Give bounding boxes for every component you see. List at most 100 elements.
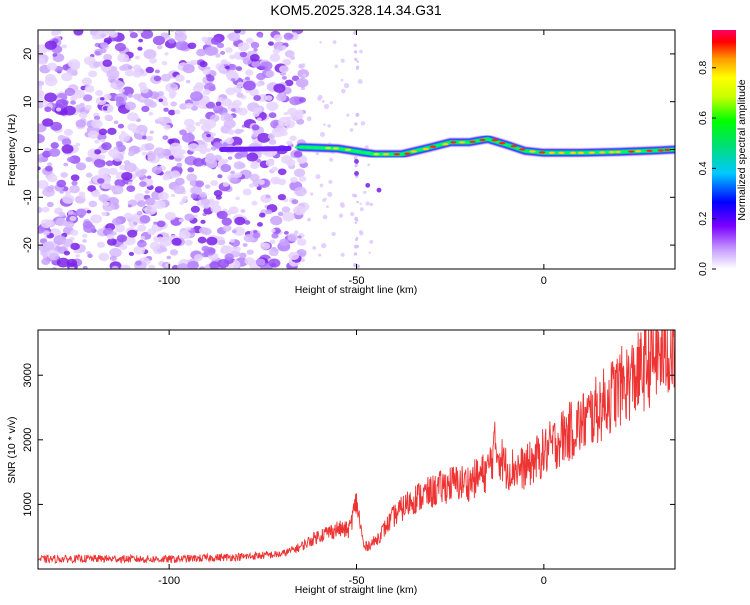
noise-speckle <box>209 261 220 269</box>
noise-speckle <box>376 187 382 193</box>
noise-speckle <box>127 112 139 122</box>
signal-hot-spot <box>312 146 320 149</box>
noise-speckle <box>339 202 345 207</box>
snr-y-tick-label: 2000 <box>22 428 34 452</box>
noise-speckle <box>111 265 119 269</box>
noise-speckle <box>127 65 133 70</box>
noise-speckle <box>331 231 336 237</box>
colorbar: 0.0 0.2 0.4 0.6 0.8 Normalized spectral ampl… <box>698 30 748 276</box>
signal-hot-spot <box>634 149 642 153</box>
noise-speckle <box>268 258 281 268</box>
snr-y-label: SNR (10 * v/v) <box>6 416 18 483</box>
noise-speckle <box>290 56 296 60</box>
noise-speckle <box>292 115 298 121</box>
noise-speckle <box>55 99 68 109</box>
noise-speckle <box>83 94 93 102</box>
noise-speckle <box>365 182 371 188</box>
noise-speckle <box>70 242 80 251</box>
spectrogram-y-tick-label: -20 <box>22 237 34 253</box>
noise-speckle <box>91 190 101 198</box>
noise-speckle <box>226 71 240 82</box>
signal-hot-spot <box>325 146 332 150</box>
noise-speckle <box>56 179 67 188</box>
noise-speckle <box>215 101 222 106</box>
noise-speckle <box>291 199 299 205</box>
noise-speckle <box>107 127 117 135</box>
noise-speckle <box>353 50 358 54</box>
noise-speckle <box>118 133 131 143</box>
snr-x-tick-label: -50 <box>349 575 365 587</box>
noise-speckle <box>194 254 204 262</box>
noise-speckle <box>265 194 271 199</box>
noise-speckle <box>224 65 230 70</box>
noise-speckle <box>153 147 165 156</box>
noise-speckle <box>51 30 62 36</box>
noise-speckle <box>227 32 241 42</box>
noise-speckle <box>256 258 266 266</box>
noise-speckle <box>356 60 360 63</box>
signal-hot-spot <box>332 147 340 150</box>
noise-speckle <box>200 219 206 224</box>
noise-speckle <box>230 108 236 112</box>
noise-speckle <box>215 195 222 200</box>
noise-speckle <box>71 180 78 186</box>
noise-speckle <box>149 241 161 251</box>
noise-speckle <box>236 81 245 88</box>
noise-speckle <box>119 244 128 250</box>
noise-speckle <box>182 64 195 74</box>
noise-speckle <box>38 103 44 109</box>
noise-speckle <box>95 90 104 97</box>
noise-speckle <box>42 118 54 127</box>
noise-speckle <box>300 86 306 91</box>
signal-hot-spot <box>599 151 606 154</box>
noise-speckle <box>178 230 191 240</box>
noise-speckle <box>250 162 260 169</box>
noise-speckle <box>162 135 169 140</box>
noise-speckle <box>127 123 138 132</box>
noise-speckle <box>256 72 266 81</box>
noise-speckle <box>296 118 305 125</box>
signal-hot-spot <box>614 150 622 154</box>
noise-speckle <box>120 264 131 269</box>
noise-speckle <box>115 144 126 153</box>
noise-speckle <box>260 65 266 70</box>
signal-hot-spot <box>577 151 585 155</box>
noise-speckle <box>114 224 126 233</box>
noise-speckle <box>102 59 113 67</box>
noise-speckle <box>312 245 317 250</box>
noise-speckle <box>356 245 360 248</box>
noise-speckle <box>255 82 262 87</box>
noise-speckle <box>221 217 232 226</box>
noise-speckle <box>307 217 311 222</box>
noise-speckle <box>210 204 222 213</box>
noise-speckle <box>86 209 92 214</box>
noise-speckle <box>98 128 108 136</box>
noise-speckle <box>169 249 179 256</box>
noise-speckle <box>138 82 147 89</box>
noise-speckle <box>216 210 228 220</box>
noise-speckle <box>153 75 162 82</box>
noise-speckle <box>132 70 142 78</box>
noise-speckle <box>201 36 209 42</box>
noise-speckle <box>369 202 374 207</box>
noise-speckle <box>169 30 175 33</box>
noise-speckle <box>175 40 189 51</box>
signal-hot-spot <box>410 150 417 153</box>
noise-speckle <box>58 211 66 217</box>
noise-speckle <box>201 252 209 258</box>
noise-speckle <box>71 70 78 76</box>
noise-speckle <box>113 120 119 125</box>
noise-speckle <box>205 153 215 161</box>
noise-speckle <box>288 251 300 261</box>
spectrogram-x-label: Height of straight line (km) <box>295 284 418 296</box>
noise-speckle <box>134 193 146 202</box>
noise-speckle <box>353 252 358 256</box>
signal-hot-spot <box>294 146 301 149</box>
noise-speckle <box>359 231 364 236</box>
noise-speckle <box>131 215 140 223</box>
noise-speckle <box>139 181 147 188</box>
noise-speckle <box>43 230 50 236</box>
signal-hot-spot <box>499 141 506 145</box>
noise-speckle <box>283 32 293 40</box>
